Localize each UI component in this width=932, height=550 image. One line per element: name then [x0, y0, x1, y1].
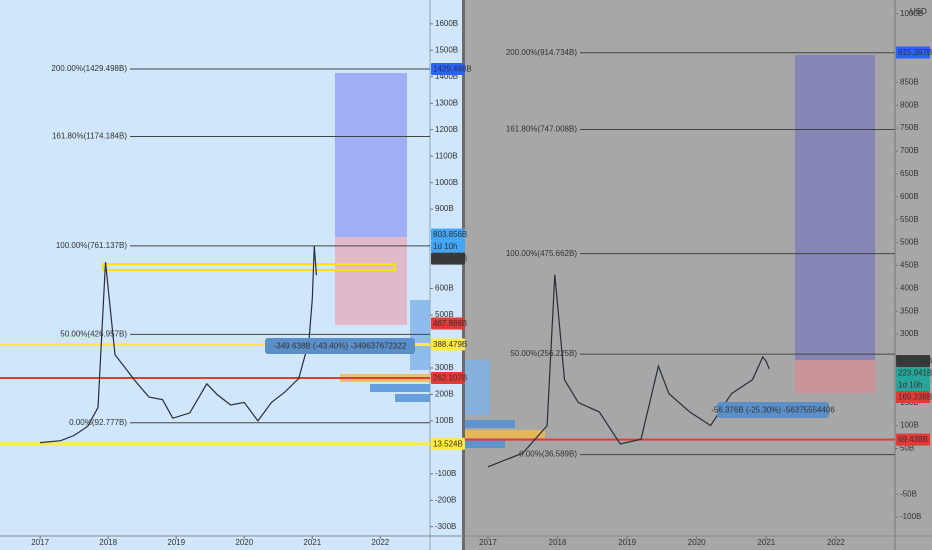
y-tick-label: 600B: [900, 192, 919, 201]
y-tick-label: 900B: [435, 204, 454, 213]
price-line: [40, 246, 317, 444]
price-tag: [431, 437, 465, 450]
price-tag-label: 467.886B: [433, 319, 467, 328]
y-tick-label: 750B: [900, 123, 919, 132]
x-tick-label: 2017: [31, 538, 49, 547]
price-tag-label: 69.438B: [898, 435, 928, 444]
price-tag: [431, 317, 465, 330]
fib-label: 200.00%(1429.498B): [51, 64, 127, 73]
price-tag: [431, 338, 465, 351]
fib-label: 100.00%(761.137B): [56, 241, 128, 250]
x-tick-label: 2022: [371, 538, 389, 547]
y-tick-label: 1100B: [435, 151, 458, 160]
measure-box: [717, 402, 829, 418]
stop-zone: [795, 360, 875, 393]
price-tag-label: 1d 10h: [898, 381, 922, 390]
y-tick-label: 300B: [900, 329, 919, 338]
volume-profile: [340, 300, 545, 448]
x-tick-label: 2017: [479, 538, 497, 547]
y-tick-label: -200B: [435, 495, 456, 504]
price-tag-label: 1d 10h: [433, 242, 457, 251]
measure-box: [265, 338, 415, 354]
price-tag-label: 915.397B: [898, 48, 932, 57]
fib-label: 161.80%(747.008B): [506, 125, 578, 134]
y-tick-label: 650B: [900, 169, 919, 178]
price-tag: [896, 378, 930, 391]
y-tick-label: 450B: [900, 261, 919, 270]
measure-label: -56.376B (-25.30%) -56375554406: [711, 406, 835, 415]
y-tick-label: 850B: [900, 77, 919, 86]
y-tick-label: 50B: [900, 444, 914, 453]
y-tick-label: 1200B: [435, 125, 458, 134]
currency-label: USD: [910, 7, 927, 16]
y-tick-label: 300B: [435, 363, 454, 372]
y-tick-label: 1600B: [435, 19, 458, 28]
price-tag-label: 803.856B: [433, 230, 467, 239]
y-tick-label: 500B: [900, 238, 919, 247]
y-tick-label: 700B: [900, 146, 919, 155]
y-tick-label: 100B: [435, 416, 454, 425]
fib-label: 0.00%(36.589B): [519, 450, 577, 459]
price-tag-label: 388.479B: [433, 340, 467, 349]
y-tick-label: 1000B: [900, 9, 923, 18]
target-zone: [335, 73, 407, 237]
fib-label: 50.00%(426.957B): [60, 329, 127, 338]
price-tag-label: 223.941B: [898, 369, 932, 378]
measure-label: -349.638B (-43.40%) -349637672322: [274, 342, 407, 351]
y-tick-label: 100B: [900, 421, 919, 430]
y-tick-label: 1500B: [435, 45, 458, 54]
x-tick-label: 2021: [757, 538, 775, 547]
y-tick-label: 400B: [900, 283, 919, 292]
y-tick-label: 200B: [435, 390, 454, 399]
y-tick-label: -100B: [435, 469, 456, 478]
fib-label: 200.00%(914.734B): [506, 48, 578, 57]
price-tag-label: 262.107B: [433, 374, 467, 383]
target-zone: [795, 55, 875, 360]
x-tick-label: 2021: [303, 538, 321, 547]
x-tick-label: 2018: [549, 538, 567, 547]
price-tag: [896, 390, 930, 403]
price-tag: [896, 366, 930, 379]
y-tick-label: 1300B: [435, 98, 458, 107]
price-tag-label: 169.238B: [898, 393, 932, 402]
x-tick-label: 2022: [827, 538, 845, 547]
price-line: [487, 274, 770, 468]
y-tick-label: 1000B: [435, 178, 458, 187]
price-tag: [431, 228, 465, 241]
y-tick-label: -100B: [900, 512, 921, 521]
y-tick-label: 800B: [900, 100, 919, 109]
y-tick-label: 1700B: [435, 0, 458, 1]
fib-label: 161.80%(1174.184B): [52, 132, 127, 141]
price-tag-label: 13.524B: [433, 439, 463, 448]
x-tick-label: 2020: [235, 538, 253, 547]
price-tag: [896, 46, 930, 59]
y-tick-label: 350B: [900, 306, 919, 315]
y-tick-label: 550B: [900, 215, 919, 224]
x-tick-label: 2019: [167, 538, 185, 547]
y-tick-label: -50B: [900, 489, 917, 498]
price-tag: [431, 371, 465, 384]
price-tag: [896, 354, 930, 367]
price-tag-label: 241.149B: [898, 357, 932, 366]
price-tag: [896, 433, 930, 446]
fib-label: 0.00%(92.777B): [69, 418, 127, 427]
x-tick-label: 2018: [99, 538, 117, 547]
divider: [462, 0, 465, 550]
x-tick-label: 2020: [688, 538, 706, 547]
fib-label: 50.00%(256.225B): [510, 349, 577, 358]
price-tag-label: 1429.498B: [433, 65, 472, 74]
price-tag-label: 801.443B: [433, 254, 467, 263]
price-tag: [431, 240, 465, 253]
y-tick-label: 600B: [435, 284, 454, 293]
y-tick-label: 1400B: [435, 72, 458, 81]
price-tag: [431, 62, 465, 75]
x-tick-label: 2019: [618, 538, 636, 547]
price-tag: [431, 252, 465, 265]
y-tick-label: -300B: [435, 522, 456, 531]
y-tick-label: 500B: [435, 310, 454, 319]
stop-zone: [335, 237, 407, 325]
fib-label: 100.00%(475.662B): [506, 249, 578, 258]
highlight-box: [102, 263, 396, 271]
